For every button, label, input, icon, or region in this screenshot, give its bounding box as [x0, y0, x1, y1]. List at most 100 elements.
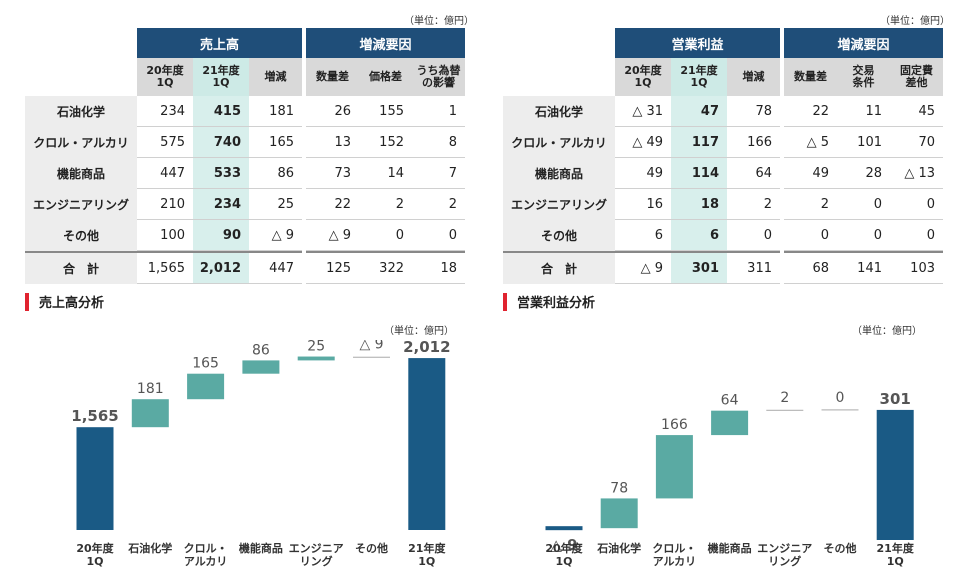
category-label: 1Q: [418, 555, 435, 568]
bar: [876, 409, 914, 540]
column-header: 数量差: [306, 58, 359, 96]
table-cell: 0: [727, 220, 780, 251]
table-cell: 6: [671, 220, 727, 251]
bar: [545, 526, 583, 531]
data-label: 1,565: [71, 407, 118, 425]
table-cell: 447: [249, 251, 302, 284]
table-cell: 22: [784, 96, 837, 127]
data-label: △ 9: [550, 536, 577, 554]
category-label: その他: [824, 541, 857, 555]
table-cell: 152: [359, 127, 412, 158]
table-cell: 73: [306, 158, 359, 189]
table-cell: 68: [784, 251, 837, 284]
column-header: 21年度 1Q: [193, 58, 249, 96]
table-row: 石油化学 △ 31 47 78 22 11 45: [503, 96, 943, 127]
row-label: その他: [25, 220, 137, 251]
category-label: 20年度: [76, 541, 114, 555]
category-label: 石油化学: [127, 541, 172, 555]
table-row: クロル・アルカリ 575 740 165 13 152 8: [25, 127, 465, 158]
bar: [131, 399, 169, 428]
table-row: 石油化学 234 415 181 26 155 1: [25, 96, 465, 127]
table-cell: 70: [890, 127, 943, 158]
data-label: 86: [252, 342, 270, 358]
table-row: 合 計 △ 9 301 311 68 141 103: [503, 251, 943, 284]
data-label: 78: [610, 480, 628, 496]
table-cell: 64: [727, 158, 780, 189]
table-row: その他 6 6 0 0 0 0: [503, 220, 943, 251]
data-label: 301: [880, 390, 911, 408]
category-label: クロル・: [652, 542, 696, 555]
table-cell: 7: [412, 158, 465, 189]
table-cell: 2: [727, 189, 780, 220]
column-header: 増減: [249, 58, 302, 96]
category-label: エンジニア: [757, 542, 812, 555]
category-label: リング: [768, 554, 801, 568]
category-label: 機能商品: [708, 541, 752, 555]
table-cell: 86: [249, 158, 302, 189]
bar: [408, 358, 446, 530]
row-label: クロル・アルカリ: [25, 127, 137, 158]
data-label: 165: [192, 356, 219, 372]
row-label: 機能商品: [503, 158, 615, 189]
factor-header: 増減要因: [306, 28, 465, 58]
table-cell: △ 5: [784, 127, 837, 158]
row-label: 石油化学: [25, 96, 137, 127]
sales-table: 売上高 増減要因 20年度 1Q 21年度 1Q 増減 数量差 価格差 うち為替 の影響 石油化…: [25, 28, 465, 284]
column-header: 価格差: [359, 58, 412, 96]
table-cell: △ 9: [615, 251, 671, 284]
table-cell: △ 9: [249, 220, 302, 251]
category-label: 石油化学: [596, 541, 641, 555]
table-cell: 117: [671, 127, 727, 158]
table-cell: 8: [412, 127, 465, 158]
sales-analysis-title: 売上高分析: [25, 292, 104, 311]
data-label: 2,012: [403, 340, 450, 356]
table-cell: 234: [193, 189, 249, 220]
row-label: 機能商品: [25, 158, 137, 189]
row-label: 合 計: [25, 251, 137, 284]
profit-header: 営業利益: [615, 28, 780, 58]
bar: [711, 410, 749, 436]
table-cell: 210: [137, 189, 193, 220]
table-cell: 90: [193, 220, 249, 251]
profit-table: 営業利益 増減要因 20年度 1Q 21年度 1Q 増減 数量差 交易 条件 固定費 差他 石油化…: [503, 28, 943, 284]
table-cell: 0: [837, 220, 890, 251]
table-cell: 14: [359, 158, 412, 189]
category-label: 機能商品: [239, 541, 283, 555]
table-cell: 18: [671, 189, 727, 220]
category-label: クロル・: [184, 542, 228, 555]
table-cell: 0: [890, 220, 943, 251]
table-cell: 0: [837, 189, 890, 220]
data-label: 166: [661, 417, 688, 433]
category-label: 21年度: [408, 541, 446, 555]
table-cell: 0: [890, 189, 943, 220]
table-cell: 11: [837, 96, 890, 127]
table-row: クロル・アルカリ △ 49 117 166 △ 5 101 70: [503, 127, 943, 158]
table-row: 合 計 1,565 2,012 447 125 322 18: [25, 251, 465, 284]
bar: [187, 373, 225, 400]
data-label: 2: [780, 390, 789, 406]
category-label: エンジニア: [289, 542, 344, 555]
table-cell: 181: [249, 96, 302, 127]
category-label: 1Q: [555, 555, 572, 568]
table-cell: 533: [193, 158, 249, 189]
table-cell: 0: [359, 220, 412, 251]
category-label: 1Q: [887, 555, 904, 568]
table-cell: 101: [837, 127, 890, 158]
table-cell: 2,012: [193, 251, 249, 284]
table-cell: 22: [306, 189, 359, 220]
category-label: リング: [300, 554, 333, 568]
bar: [821, 409, 859, 411]
table-row: 機能商品 447 533 86 73 14 7: [25, 158, 465, 189]
left-chart-unit: （単位：億円）: [384, 326, 454, 337]
bar: [655, 435, 693, 499]
column-header: 交易 条件: [837, 58, 890, 96]
table-cell: 2: [784, 189, 837, 220]
right-table-unit: （単位：億円）: [880, 16, 950, 27]
table-cell: △ 9: [306, 220, 359, 251]
table-cell: 447: [137, 158, 193, 189]
sales-header: 売上高: [137, 28, 302, 58]
table-cell: 45: [890, 96, 943, 127]
table-cell: 166: [727, 127, 780, 158]
table-cell: 575: [137, 127, 193, 158]
